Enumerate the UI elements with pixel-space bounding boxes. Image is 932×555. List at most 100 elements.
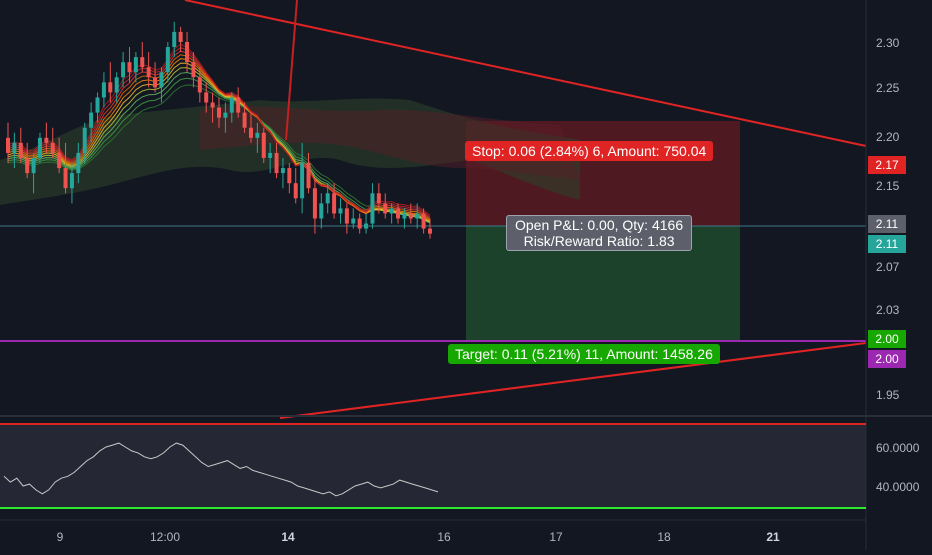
candle-body [69, 173, 74, 189]
candle-body [306, 163, 311, 189]
candle-body [332, 193, 337, 214]
price-tick: 2.15 [876, 179, 900, 193]
candle-body [204, 92, 209, 103]
candle-body [242, 112, 247, 128]
candle-body [191, 62, 196, 78]
candle-body [396, 208, 401, 219]
candle-body [25, 157, 30, 174]
time-tick: 9 [57, 530, 64, 544]
candle-body [101, 82, 106, 98]
candle-body [89, 112, 94, 128]
candles [6, 21, 432, 239]
price-tick: 2.25 [876, 81, 900, 95]
candle-body [18, 142, 23, 158]
candle-body [389, 208, 394, 214]
candle-body [31, 157, 36, 174]
candle-body [229, 97, 234, 113]
candle-body [300, 163, 305, 199]
candle-body [37, 137, 42, 158]
candle-body [95, 97, 100, 113]
candle-body [248, 127, 253, 138]
price-tick: 2.30 [876, 36, 900, 50]
support-price-tag: 2.00 [868, 350, 906, 368]
candle-body [6, 137, 10, 153]
target-label[interactable]: Target: 0.11 (5.21%) 11, Amount: 1458.26 [448, 344, 720, 364]
rsi-line [3, 442, 439, 497]
risk-reward-line: Risk/Reward Ratio: 1.83 [523, 233, 675, 249]
candle-body [236, 97, 241, 113]
candle-body [370, 193, 375, 224]
candle-body [325, 193, 330, 204]
candle-body [338, 208, 343, 214]
candle-body [408, 213, 413, 219]
time-tick: 16 [437, 530, 451, 544]
time-tick: 21 [766, 530, 780, 544]
open-pnl-label[interactable]: Open P&L: 0.00, Qty: 4166 Risk/Reward Ra… [506, 215, 693, 251]
candle-body [140, 57, 145, 68]
rsi-band [0, 424, 866, 508]
rsi-tick: 40.0000 [876, 480, 920, 494]
open-pnl-line: Open P&L: 0.00, Qty: 4166 [515, 217, 684, 233]
candle-body [428, 228, 432, 234]
candle-body [114, 77, 119, 93]
rsi-tick: 60.0000 [876, 441, 920, 455]
candle-body [44, 137, 49, 143]
candle-body [172, 31, 177, 48]
candle-body [287, 168, 292, 184]
candle-body [357, 218, 362, 229]
candle-body [197, 77, 202, 93]
candle-body [319, 203, 324, 219]
candle-body [402, 213, 407, 219]
price-tick: 2.03 [876, 303, 900, 317]
candle-body [108, 82, 113, 93]
cloud-red [200, 106, 580, 180]
price-tick: 2.20 [876, 130, 900, 144]
time-tick: 17 [549, 530, 563, 544]
candle-body [178, 31, 183, 42]
candle-body [210, 102, 215, 108]
candle-body [63, 168, 68, 189]
candle-body [383, 203, 388, 214]
candle-body [312, 188, 317, 219]
last-price-tag: 2.11 [868, 235, 906, 253]
candle-body [223, 112, 228, 118]
candle-body [127, 62, 132, 73]
candle-body [12, 142, 17, 153]
candle-body [280, 168, 285, 174]
candle-body [268, 152, 273, 158]
steep-trendline[interactable] [285, 0, 298, 141]
stop-price-tag: 2.17 [868, 156, 906, 174]
candle-body [344, 208, 349, 224]
time-tick: 14 [281, 530, 295, 544]
candle-body [121, 62, 126, 78]
candle-body [421, 213, 426, 229]
lower-trendline[interactable] [279, 342, 867, 419]
candle-body [261, 132, 266, 158]
candle-body [274, 152, 279, 174]
candle-body [415, 213, 420, 219]
candle-body [50, 142, 55, 153]
stop-label[interactable]: Stop: 0.06 (2.84%) 6, Amount: 750.04 [465, 141, 714, 161]
candle-body [364, 223, 369, 229]
candle-body [57, 152, 62, 169]
time-tick: 12:00 [150, 530, 180, 544]
candle-body [217, 107, 221, 118]
candle-body [76, 152, 81, 174]
candle-body [185, 42, 190, 63]
candle-body [153, 77, 158, 88]
candle-body [146, 67, 151, 78]
candle-body [133, 57, 138, 73]
price-tick: 2.07 [876, 260, 900, 274]
candle-body [351, 218, 356, 224]
candle-body [255, 132, 260, 138]
time-tick: 18 [657, 530, 671, 544]
candle-body [159, 72, 164, 88]
target-price-tag: 2.00 [868, 330, 906, 348]
price-tick: 1.95 [876, 388, 900, 402]
upper-trendline[interactable] [184, 0, 867, 147]
candle-body [376, 193, 381, 204]
candle-body [293, 183, 298, 199]
candle-body [165, 47, 170, 73]
